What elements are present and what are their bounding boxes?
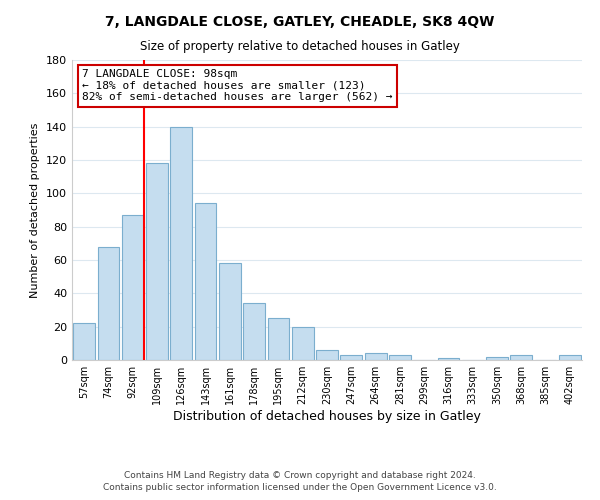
Bar (194, 204, 217, 360)
Text: Contains HM Land Registry data © Crown copyright and database right 2024.
Contai: Contains HM Land Registry data © Crown c… (103, 471, 497, 492)
Text: 7, LANGDALE CLOSE, GATLEY, CHEADLE, SK8 4QW: 7, LANGDALE CLOSE, GATLEY, CHEADLE, SK8 … (106, 15, 494, 29)
Bar (219, 264, 241, 360)
Bar (486, 356, 508, 360)
Bar (511, 355, 532, 360)
Bar (437, 358, 460, 360)
X-axis label: Distribution of detached houses by size in Gatley: Distribution of detached houses by size … (173, 410, 481, 423)
Bar (389, 355, 411, 360)
Bar (292, 326, 314, 360)
Text: 7 LANGDALE CLOSE: 98sqm
← 18% of detached houses are smaller (123)
82% of semi-d: 7 LANGDALE CLOSE: 98sqm ← 18% of detache… (82, 69, 392, 102)
Bar (73, 324, 95, 360)
Bar (97, 246, 119, 360)
Bar (559, 355, 581, 360)
Bar (316, 350, 338, 360)
Bar (268, 318, 289, 360)
Bar (365, 354, 386, 360)
Bar (170, 126, 192, 360)
Y-axis label: Number of detached properties: Number of detached properties (31, 122, 40, 298)
Bar (146, 164, 168, 360)
Bar (340, 355, 362, 360)
Text: Size of property relative to detached houses in Gatley: Size of property relative to detached ho… (140, 40, 460, 53)
Bar (122, 215, 143, 360)
Bar (243, 304, 265, 360)
